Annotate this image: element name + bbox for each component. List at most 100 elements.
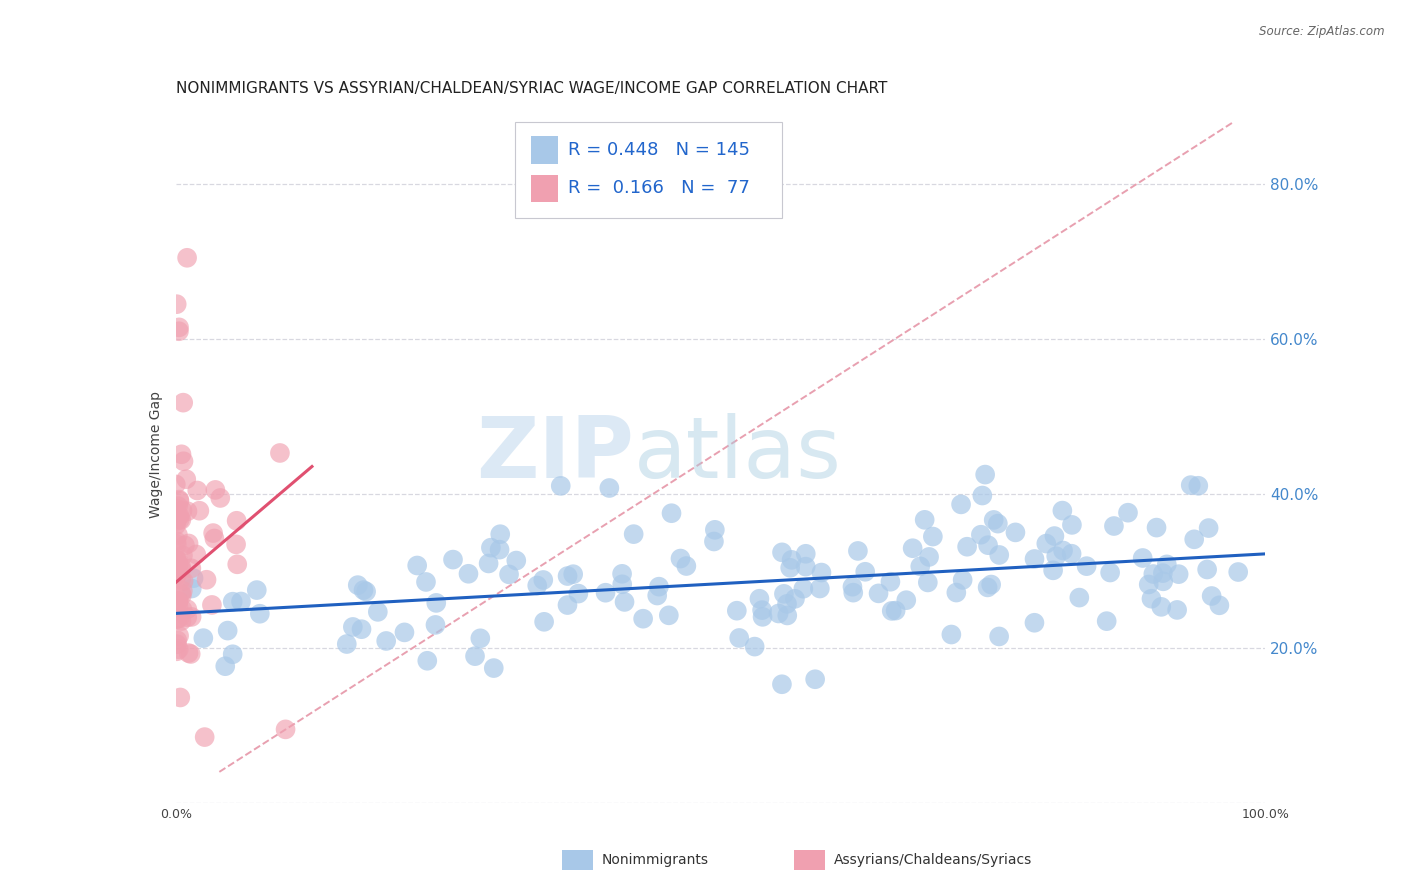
Point [193, 631, 215, 645]
Point [342, 620, 364, 634]
Point [165, 518, 187, 533]
Point [918, 549, 941, 564]
Point [1076, 559, 1098, 574]
Point [879, 574, 901, 589]
Point [166, 537, 188, 551]
Point [768, 607, 790, 621]
Point [880, 604, 903, 618]
Point [180, 647, 202, 661]
Point [1052, 543, 1074, 558]
Point [170, 559, 193, 574]
Point [167, 558, 190, 572]
Text: R = 0.448   N = 145: R = 0.448 N = 145 [568, 141, 749, 159]
Point [170, 588, 193, 602]
Point [166, 568, 188, 582]
Point [901, 541, 924, 556]
Point [703, 534, 725, 549]
Y-axis label: Wage/Income Gap: Wage/Income Gap [149, 392, 163, 518]
Point [221, 647, 243, 661]
Point [165, 501, 187, 516]
Point [562, 567, 585, 582]
Point [209, 491, 232, 505]
Point [846, 544, 869, 558]
Point [794, 547, 817, 561]
Point [1116, 506, 1139, 520]
Point [1069, 591, 1091, 605]
Point [1227, 565, 1250, 579]
Point [464, 649, 486, 664]
Point [498, 567, 520, 582]
Text: R =  0.166   N =  77: R = 0.166 N = 77 [568, 179, 749, 197]
Point [1004, 525, 1026, 540]
Point [595, 585, 617, 599]
Point [167, 642, 190, 657]
Point [186, 483, 208, 498]
Point [176, 602, 198, 616]
Point [612, 577, 634, 591]
Point [914, 513, 936, 527]
Point [1099, 566, 1122, 580]
Point [170, 562, 193, 576]
Point [1150, 599, 1173, 614]
Point [173, 454, 195, 468]
Point [183, 571, 205, 585]
Point [169, 690, 191, 705]
Point [1167, 567, 1189, 582]
Point [165, 477, 187, 491]
Point [567, 586, 589, 600]
Point [165, 534, 187, 549]
Point [188, 504, 211, 518]
Point [1152, 574, 1174, 589]
Point [167, 561, 190, 575]
Point [165, 514, 187, 528]
Point [810, 566, 832, 580]
Point [1102, 519, 1125, 533]
Point [972, 489, 994, 503]
Point [172, 549, 194, 563]
Point [166, 633, 188, 648]
Point [172, 603, 194, 617]
Point [804, 672, 827, 686]
Point [166, 637, 188, 651]
Point [167, 320, 190, 334]
Point [773, 587, 796, 601]
Point [1187, 479, 1209, 493]
Point [648, 580, 671, 594]
Point [868, 586, 890, 600]
Point [725, 604, 748, 618]
Point [225, 514, 247, 528]
Point [988, 630, 1011, 644]
Point [170, 586, 193, 600]
Point [489, 527, 512, 541]
Point [770, 545, 793, 559]
Point [176, 251, 198, 265]
Point [336, 637, 359, 651]
Point [214, 659, 236, 673]
Point [246, 583, 269, 598]
Point [167, 528, 190, 542]
Point [406, 558, 429, 573]
Point [169, 512, 191, 526]
Point [457, 566, 479, 581]
Point [478, 557, 501, 571]
Point [921, 530, 943, 544]
Point [748, 591, 770, 606]
Point [794, 559, 817, 574]
Point [658, 608, 681, 623]
Point [842, 585, 865, 599]
Point [1035, 536, 1057, 550]
Text: Nonimmigrants: Nonimmigrants [602, 853, 709, 867]
Point [661, 506, 683, 520]
Point [776, 608, 799, 623]
Point [167, 492, 190, 507]
Point [169, 508, 191, 523]
Point [557, 598, 579, 612]
Point [167, 324, 190, 338]
Point [1132, 551, 1154, 566]
Point [354, 584, 377, 599]
Point [1045, 549, 1067, 564]
Point [631, 612, 654, 626]
Point [505, 553, 527, 567]
Point [346, 578, 368, 592]
Point [531, 573, 554, 587]
